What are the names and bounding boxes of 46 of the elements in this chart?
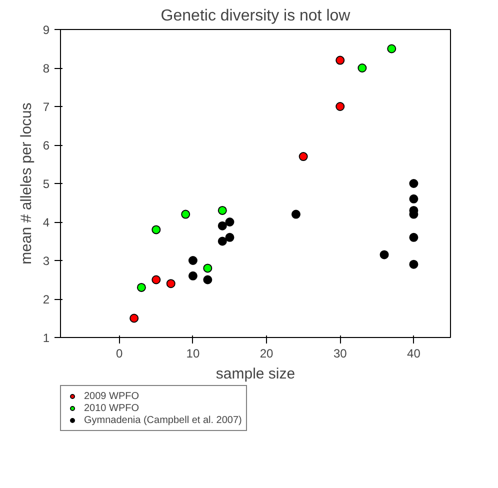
x-axis-title: sample size xyxy=(216,366,296,382)
point xyxy=(218,236,227,246)
point xyxy=(218,221,227,230)
y-tick-label: 6 xyxy=(42,138,50,152)
y-tick-label: 9 xyxy=(42,23,50,37)
x-tick-label: 30 xyxy=(333,346,348,360)
y-tick-label: 8 xyxy=(42,62,50,76)
point xyxy=(152,225,161,234)
point xyxy=(380,250,389,260)
y-tick-label: 4 xyxy=(42,216,50,230)
point xyxy=(225,232,234,242)
point xyxy=(358,64,367,72)
point xyxy=(130,314,139,323)
legend-label: 2009 WPFO xyxy=(84,390,140,402)
point xyxy=(225,218,234,226)
point xyxy=(409,194,418,204)
point xyxy=(409,260,418,269)
point xyxy=(166,279,176,288)
point xyxy=(188,256,198,265)
point xyxy=(336,102,345,111)
point xyxy=(409,179,418,188)
point xyxy=(291,210,300,219)
point xyxy=(152,275,161,284)
point xyxy=(136,282,146,292)
point xyxy=(336,56,345,65)
y-axis-title: mean # alleles per locus xyxy=(18,102,35,264)
point xyxy=(218,206,227,215)
point xyxy=(298,152,308,162)
chart-title: Genetic diversity is not low xyxy=(160,8,351,24)
y-tick-label: 5 xyxy=(42,177,50,191)
x-tick-label: 10 xyxy=(186,346,200,360)
y-tick-label: 2 xyxy=(42,292,50,306)
point xyxy=(203,264,212,273)
legend-label: Gymnadenia (Campbell et al. 2007) xyxy=(84,414,242,426)
x-tick-label: 20 xyxy=(260,346,274,360)
point xyxy=(409,232,418,242)
legend-label: 2010 WPFO xyxy=(84,402,140,414)
point xyxy=(387,44,396,54)
y-tick-label: 3 xyxy=(42,254,50,268)
point xyxy=(181,210,190,219)
x-tick-label: 40 xyxy=(407,346,421,360)
point xyxy=(203,275,212,284)
point xyxy=(188,271,198,280)
x-tick-label: 0 xyxy=(116,346,124,360)
y-tick-label: 1 xyxy=(42,331,50,345)
y-tick-label: 7 xyxy=(42,100,50,114)
